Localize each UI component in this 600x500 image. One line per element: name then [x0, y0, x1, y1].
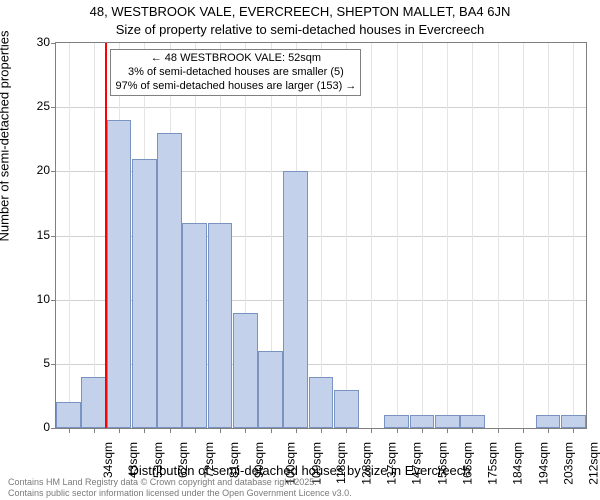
histogram-bar: [283, 171, 308, 428]
gridline-v: [573, 43, 574, 428]
gridline-v: [472, 43, 473, 428]
ytick-label: 25: [10, 99, 50, 113]
xtick-mark: [119, 428, 120, 433]
gridline-v: [422, 43, 423, 428]
xtick-mark: [321, 428, 322, 433]
histogram-bar: [334, 390, 359, 429]
gridline-v: [498, 43, 499, 428]
xtick-mark: [144, 428, 145, 433]
histogram-bar: [561, 415, 586, 428]
chart-title-sub: Size of property relative to semi-detach…: [0, 22, 600, 37]
chart-title-main: 48, WESTBROOK VALE, EVERCREECH, SHEPTON …: [0, 4, 600, 19]
xtick-mark: [346, 428, 347, 433]
ytick-label: 5: [10, 356, 50, 370]
ytick-mark: [51, 236, 56, 237]
xtick-mark: [548, 428, 549, 433]
xtick-mark: [271, 428, 272, 433]
histogram-bar: [81, 377, 106, 428]
xtick-mark: [523, 428, 524, 433]
xtick-mark: [195, 428, 196, 433]
ytick-label: 10: [10, 292, 50, 306]
gridline-v: [371, 43, 372, 428]
ytick-mark: [51, 428, 56, 429]
histogram-bar: [309, 377, 334, 428]
gridline-v: [321, 43, 322, 428]
xtick-mark: [371, 428, 372, 433]
gridline-v: [523, 43, 524, 428]
xtick-mark: [94, 428, 95, 433]
xtick-mark: [397, 428, 398, 433]
histogram-bar: [410, 415, 435, 428]
xtick-mark: [220, 428, 221, 433]
ytick-label: 0: [10, 420, 50, 434]
histogram-bar: [384, 415, 409, 428]
histogram-bar: [56, 402, 81, 428]
ytick-mark: [51, 107, 56, 108]
ytick-label: 20: [10, 163, 50, 177]
y-axis-label: Number of semi-detached properties: [0, 31, 12, 242]
gridline-v: [447, 43, 448, 428]
histogram-bar: [182, 223, 207, 428]
xtick-mark: [170, 428, 171, 433]
xtick-mark: [69, 428, 70, 433]
xtick-mark: [296, 428, 297, 433]
xtick-mark: [498, 428, 499, 433]
ytick-mark: [51, 300, 56, 301]
histogram-bar: [157, 133, 182, 428]
callout-line-2: 3% of semi-detached houses are smaller (…: [115, 66, 356, 80]
histogram-bar: [435, 415, 460, 428]
marker-line: [105, 43, 107, 428]
attribution-line-1: Contains HM Land Registry data © Crown c…: [8, 477, 352, 487]
ytick-mark: [51, 43, 56, 44]
histogram-bar: [107, 120, 132, 428]
xtick-mark: [573, 428, 574, 433]
histogram-bar: [208, 223, 233, 428]
x-axis-label: Distribution of semi-detached houses by …: [0, 463, 600, 478]
xtick-mark: [422, 428, 423, 433]
gridline-v: [548, 43, 549, 428]
xtick-mark: [472, 428, 473, 433]
histogram-bar: [233, 313, 258, 429]
histogram-bar: [536, 415, 561, 428]
gridline-v: [69, 43, 70, 428]
histogram-bar: [258, 351, 283, 428]
attribution-line-2: Contains public sector information licen…: [8, 488, 352, 498]
ytick-mark: [51, 364, 56, 365]
chart-container: 48, WESTBROOK VALE, EVERCREECH, SHEPTON …: [0, 0, 600, 500]
histogram-bar: [132, 159, 157, 429]
marker-callout: ← 48 WESTBROOK VALE: 52sqm 3% of semi-de…: [110, 49, 361, 96]
xtick-mark: [245, 428, 246, 433]
xtick-mark: [447, 428, 448, 433]
gridline-v: [397, 43, 398, 428]
callout-line-3: 97% of semi-detached houses are larger (…: [115, 80, 356, 94]
gridline-v: [94, 43, 95, 428]
ytick-label: 15: [10, 228, 50, 242]
plot-area: ← 48 WESTBROOK VALE: 52sqm 3% of semi-de…: [55, 42, 587, 429]
ytick-label: 30: [10, 35, 50, 49]
attribution-text: Contains HM Land Registry data © Crown c…: [8, 477, 352, 498]
histogram-bar: [460, 415, 485, 428]
callout-line-1: ← 48 WESTBROOK VALE: 52sqm: [115, 52, 356, 66]
ytick-mark: [51, 171, 56, 172]
gridline-v: [346, 43, 347, 428]
